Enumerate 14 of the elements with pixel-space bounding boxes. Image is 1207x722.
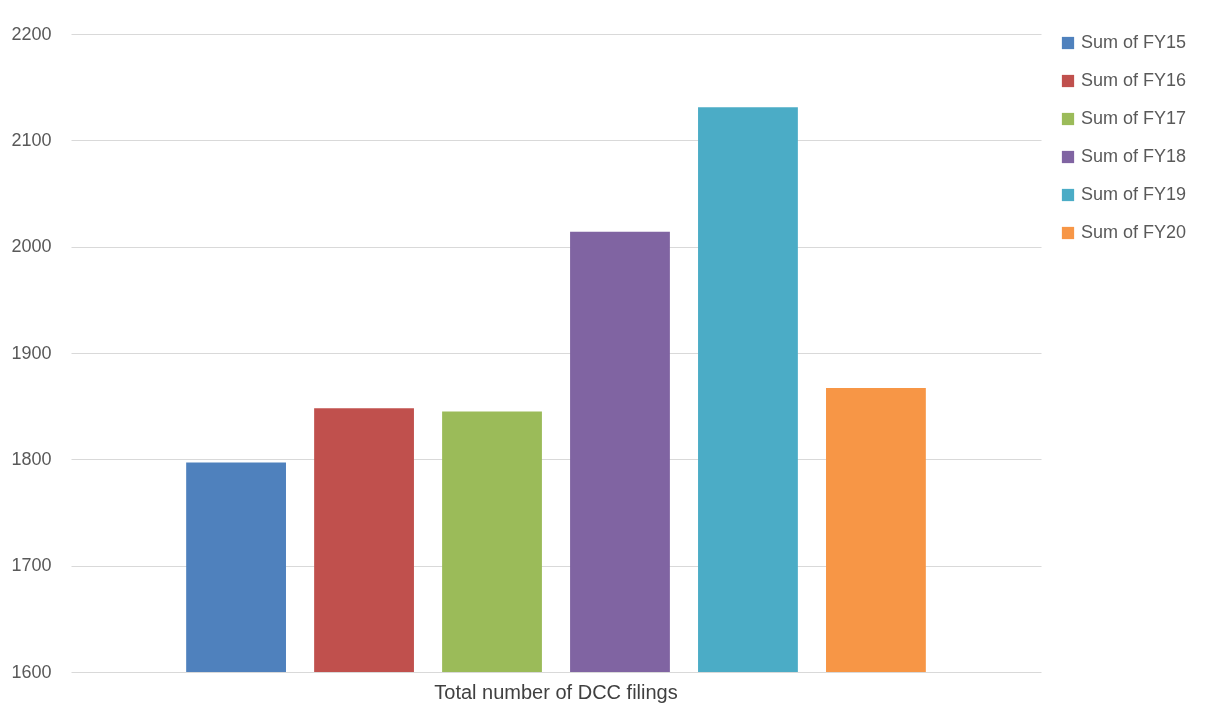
legend-label: Sum of FY18: [1081, 146, 1187, 166]
y-tick-label: 2200: [11, 23, 52, 44]
y-tick-label: 1900: [11, 342, 52, 363]
legend-label: Sum of FY15: [1081, 32, 1187, 52]
y-tick-label: 2000: [11, 236, 52, 257]
y-tick-label: 1800: [11, 448, 52, 469]
legend-label: Sum of FY20: [1081, 222, 1187, 242]
x-tick-label: Total number of DCC filings: [434, 680, 678, 703]
y-tick-label: 2100: [11, 129, 52, 150]
legend-label: Sum of FY19: [1081, 184, 1187, 204]
y-tick-label: 1700: [11, 555, 52, 576]
legend-label: Sum of FY16: [1081, 70, 1187, 90]
y-tick-label: 1600: [11, 661, 52, 682]
legend-label: Sum of FY17: [1081, 108, 1187, 128]
